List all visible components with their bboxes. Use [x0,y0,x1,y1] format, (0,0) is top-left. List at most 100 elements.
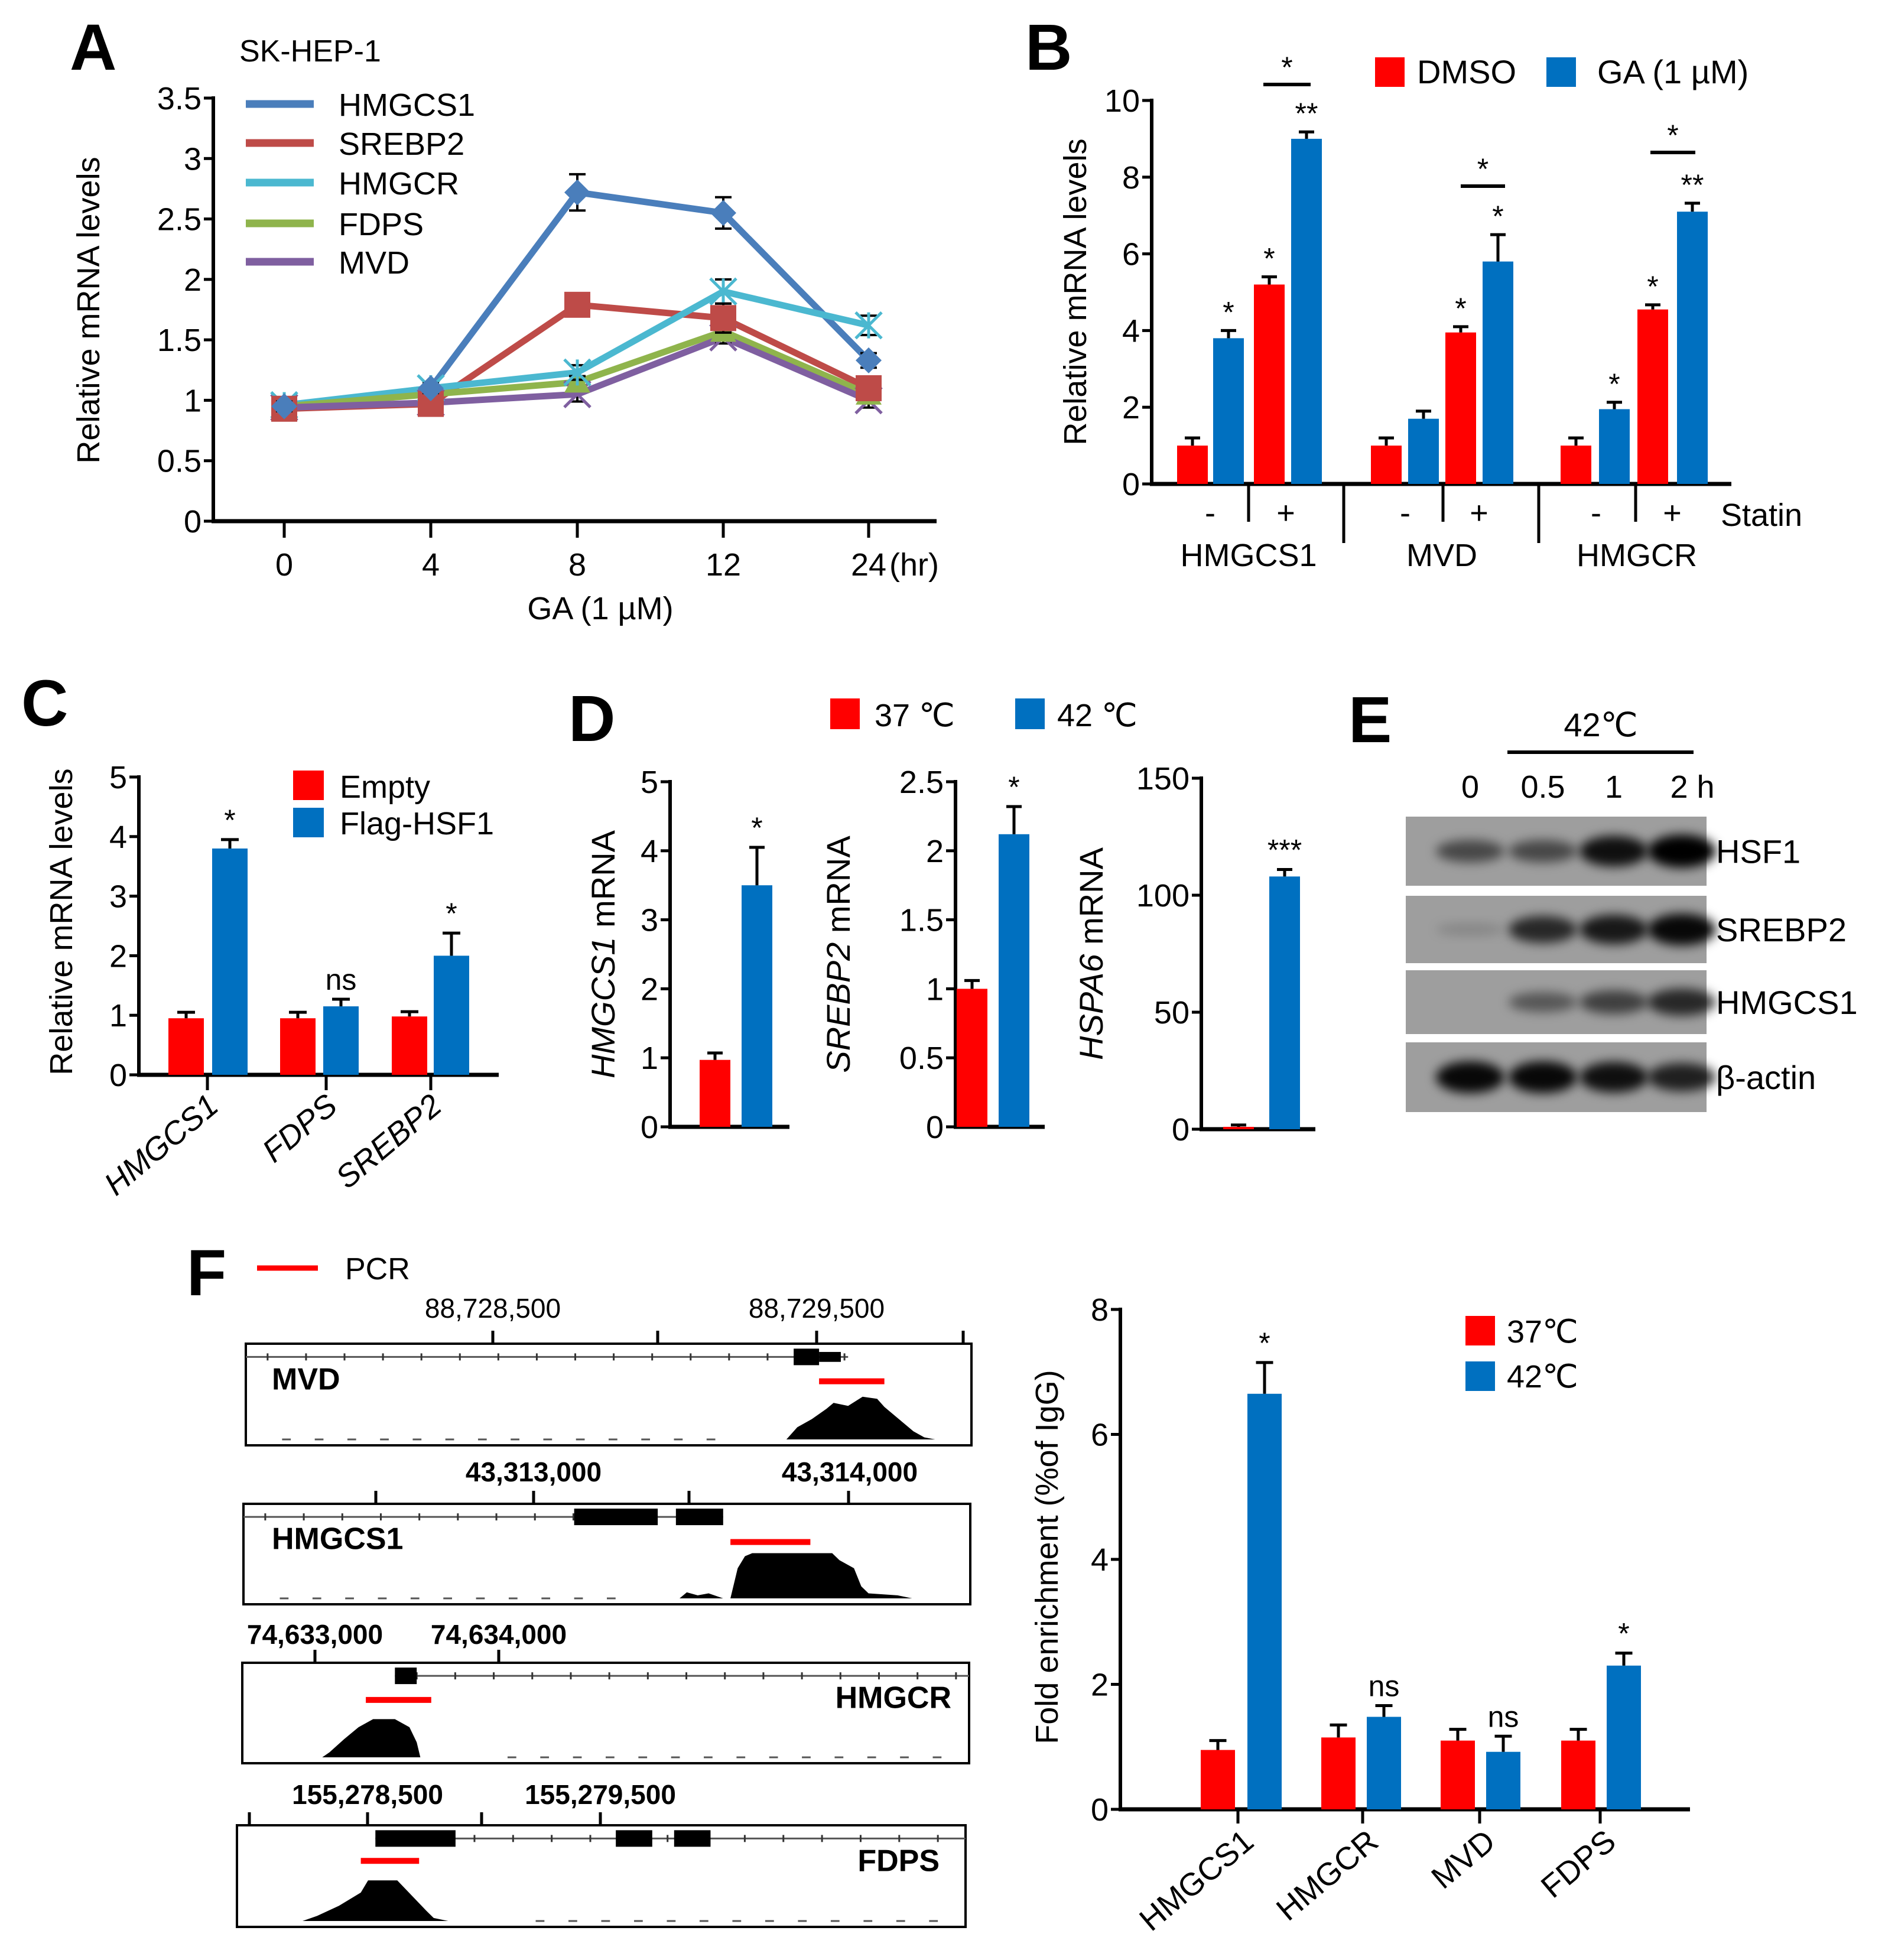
exon [574,1509,658,1526]
significance-label: * [446,897,457,930]
y-axis-label-suffix: mRNA [1072,847,1110,954]
protein-band [1580,915,1648,944]
marker-diamond [710,200,736,226]
protein-band [1436,923,1504,936]
y-tick-label: 2 [184,262,202,298]
bar [1371,446,1402,484]
bar [742,885,772,1127]
y-tick-label: 2 [1091,1668,1109,1703]
lane-label: 2 h [1670,769,1714,805]
category-label: HMGCS1 [98,1087,225,1202]
legend-label: 42 ℃ [1057,698,1138,733]
y-tick-label: 0.5 [157,444,202,479]
legend-label: HMGCS1 [339,87,475,123]
y-tick-label: 3 [641,903,658,938]
statin-level-label: - [1205,495,1216,531]
statin-level-label: + [1276,495,1295,531]
y-axis-label-suffix: mRNA [584,830,622,937]
chip-seq-peak [322,1719,421,1757]
legend-label: SREBP2 [339,126,464,162]
y-tick-label: 8 [1091,1292,1109,1328]
protein-band [1509,1061,1577,1093]
panel-c-bar-chart: C 0 1 2 3 4 5 Relative mRNA levels * ns * HMGCS1 FDP… [21,667,499,1202]
marker-diamond [271,393,297,420]
significance-label: * [751,811,762,844]
bracket-significance: * [1667,119,1678,152]
significance-label: * [1008,771,1019,804]
bar [1607,1665,1641,1809]
significance-label: ** [1295,97,1318,130]
y-axis-label: SREBP2 mRNA [820,836,857,1073]
genome-track-fdps: 155,278,500 155,279,500 FDPS [236,1779,967,1928]
gene-name-label: HMGCR [836,1681,951,1715]
bar [700,1059,730,1127]
x-tick-label: 4 [422,547,440,583]
y-tick-label: 1 [184,383,202,418]
protein-band [1509,916,1577,943]
significance-label: * [1259,1327,1270,1360]
bar [392,1016,427,1075]
bar [1247,1393,1282,1809]
significance-label: ns [326,963,357,996]
chip-seq-peak [680,1553,912,1598]
bracket-significance: * [1477,152,1488,186]
y-tick-label: 2.5 [157,202,202,238]
legend-label: GA (1 µM) [1597,53,1748,90]
marker-square [710,305,736,331]
blot-row-hsf1: HSF1 [1406,817,1800,886]
group-label: MVD [1406,538,1477,573]
statin-level-label: - [1400,495,1410,531]
bar [1637,309,1668,484]
protein-band [1509,840,1577,863]
bracket-significance: * [1281,51,1292,84]
exon [674,1830,711,1847]
subchart-hmgcs1: 0 1 2 3 4 5 * HMGCS1 mRNA [584,765,789,1145]
bar [1408,418,1439,484]
category-label: SREBP2 [329,1087,448,1195]
legend-swatch-37c [1465,1316,1495,1345]
x-tick-label: 0 [275,547,293,583]
genomic-coordinate-label: 43,313,000 [466,1457,602,1487]
y-tick-label: 2 [109,938,127,974]
protein-band [1647,989,1716,1016]
legend-label: DMSO [1417,53,1516,90]
bar [434,955,469,1075]
bar [212,848,248,1075]
series-hmgcr: HMGCR [246,166,870,409]
genomic-coordinate-label: 74,634,000 [431,1619,567,1650]
exon [675,1509,723,1526]
gene-name-label: HMGCS1 [272,1522,403,1556]
protein-band [1647,1063,1716,1091]
bar [957,989,987,1127]
y-tick-label: 100 [1136,878,1190,914]
legend-swatch-dmso [1375,57,1405,87]
panel-label-c: C [21,667,68,740]
category-label: FDPS [256,1087,344,1169]
panel-label-b: B [1025,11,1072,84]
significance-label: ns [1488,1700,1519,1733]
genomic-coordinate-label: 74,633,000 [247,1619,383,1650]
panel-label-d: D [568,682,615,755]
lane-label: 0.5 [1520,769,1565,805]
genomic-coordinate-label: 155,278,500 [292,1779,443,1810]
y-tick-label: 1 [109,998,127,1033]
protein-band [1580,990,1648,1014]
exon [616,1830,652,1847]
y-tick-label: 3 [109,879,127,915]
bar [1445,332,1476,484]
y-tick-label: 1.5 [157,323,202,358]
legend-label: HMGCR [339,166,459,201]
protein-band [1580,1062,1648,1093]
panel-label-f: F [187,1237,226,1309]
significance-label: * [1455,292,1466,325]
y-axis-label: Relative mRNA levels [71,157,106,463]
y-tick-label: 6 [1091,1418,1109,1453]
y-tick-label: 2 [641,971,658,1007]
lane-label: 1 [1605,769,1623,805]
y-tick-label: 4 [1122,313,1140,349]
y-tick-label: 8 [1122,160,1140,196]
significance-label: * [1223,295,1234,329]
group-label: HMGCS1 [1180,538,1317,573]
y-tick-label: 4 [641,834,658,869]
